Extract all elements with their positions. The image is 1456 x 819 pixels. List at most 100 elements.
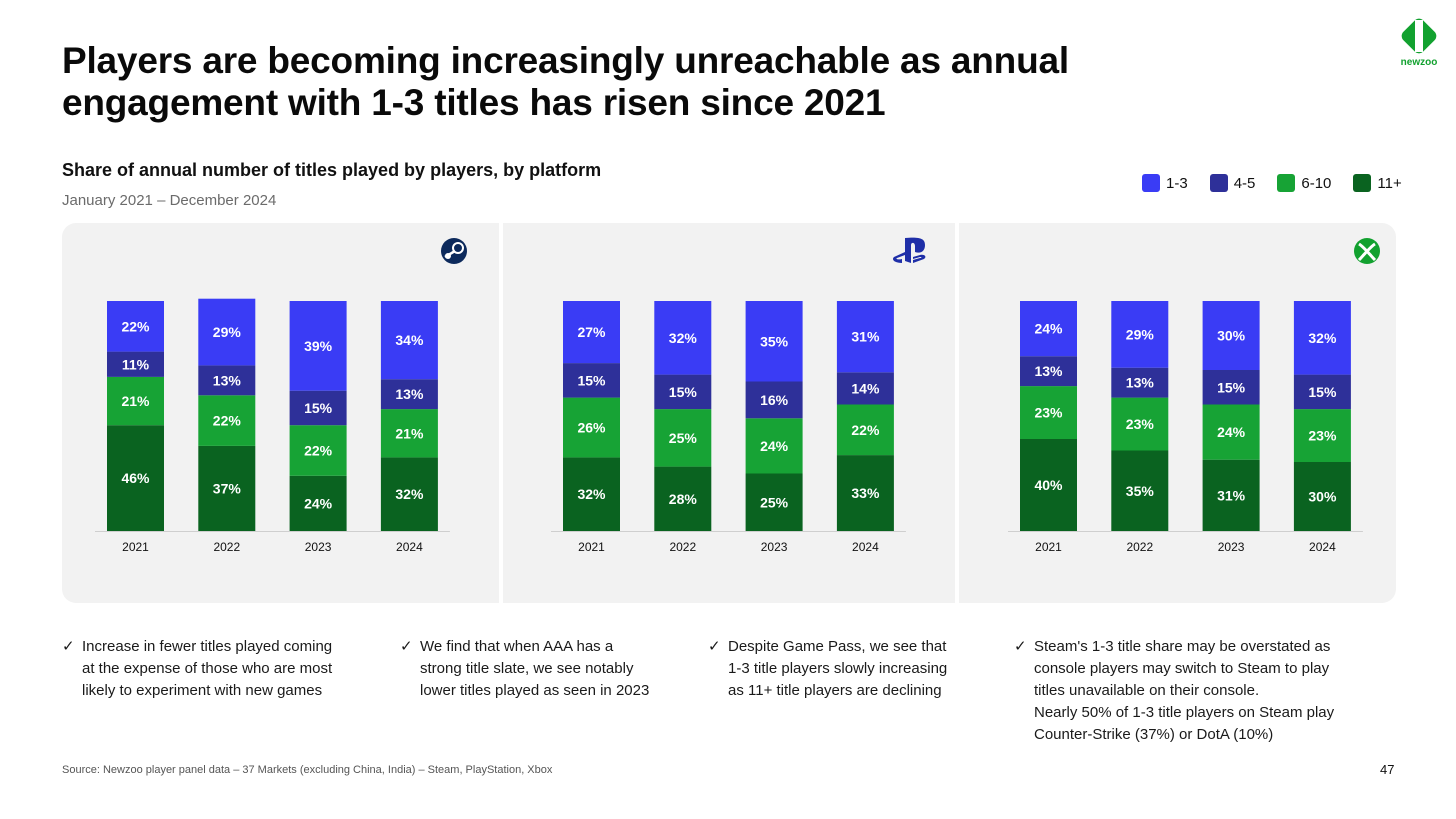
- data-label: 32%: [395, 486, 424, 502]
- data-label: 23%: [1034, 405, 1063, 421]
- checkmark-icon: ✓: [62, 638, 75, 655]
- x-tick-label: 2021: [122, 540, 149, 554]
- note-line: We find that when AAA has a: [420, 638, 614, 655]
- legend-swatch: [1277, 174, 1296, 192]
- data-label: 11%: [122, 356, 150, 372]
- bar-segment-6-10: [289, 425, 347, 476]
- x-tick-label: 2023: [761, 540, 788, 554]
- data-label: 40%: [1034, 477, 1063, 493]
- bar-segment-1-3: [1293, 301, 1351, 375]
- note-line: Despite Game Pass, we see that: [728, 638, 947, 655]
- x-tick-label: 2024: [396, 540, 423, 554]
- chart-subtitle: Share of annual number of titles played …: [62, 160, 602, 180]
- stacked-bar-chart: 32% 26% 15% 27% 2021 28% 25% 15% 32% 2022 25% 24% 16…: [551, 237, 926, 554]
- bar-segment-11+: [380, 457, 438, 531]
- note-item: ✓ We find that when AAA has a strong title…: [400, 636, 649, 702]
- bar-segment-6-10: [563, 397, 620, 458]
- bar-segment-6-10: [836, 404, 894, 456]
- page-number: 47: [1380, 762, 1395, 777]
- bar-segment-6-10: [1293, 409, 1351, 462]
- checkmark-icon: ✓: [1014, 638, 1027, 655]
- bar-segment-1-3: [1020, 301, 1077, 357]
- bar-segment-11+: [1202, 459, 1260, 531]
- note-line: Nearly 50% of 1-3 title players on Steam…: [1034, 704, 1335, 721]
- data-label: 25%: [760, 494, 789, 510]
- data-label: 13%: [1126, 375, 1155, 391]
- data-label: 28%: [669, 491, 698, 507]
- panel-divider: [499, 223, 503, 603]
- note-line: strong title slate, we see notably: [420, 660, 634, 677]
- data-label: 29%: [1126, 326, 1155, 342]
- newzoo-logo-icon: [1401, 18, 1437, 54]
- newzoo-logo-text: newzoo: [1400, 57, 1438, 68]
- data-label: 34%: [395, 332, 424, 348]
- bar-segment-1-3: [289, 301, 347, 391]
- x-tick-label: 2024: [1309, 540, 1336, 554]
- legend-item: 1-3: [1142, 174, 1188, 192]
- bar-segment-4-5: [654, 374, 712, 410]
- xbox-icon: [1354, 238, 1380, 264]
- data-label: 15%: [304, 400, 333, 416]
- data-label: 15%: [1308, 384, 1337, 400]
- charts-area: 46% 21% 11% 22% 2021 37% 22% 13% 29% 2022 24% 22% 15…: [95, 237, 1380, 554]
- page-title-line-1: Players are becoming increasingly unreac…: [62, 40, 1069, 81]
- data-label: 22%: [851, 422, 880, 438]
- note-text: Despite Game Pass, we see that 1-3 title …: [728, 636, 947, 702]
- data-label: 22%: [304, 443, 333, 459]
- bar-segment-11+: [198, 445, 256, 531]
- x-tick-label: 2024: [852, 540, 879, 554]
- bar-segment-11+: [107, 425, 164, 531]
- bar-segment-11+: [563, 457, 620, 531]
- data-label: 23%: [1308, 428, 1337, 444]
- data-label: 31%: [1217, 487, 1246, 503]
- bar-segment-1-3: [380, 301, 438, 380]
- bar-segment-6-10: [654, 409, 712, 467]
- note-line: 1-3 title players slowly increasing: [728, 660, 948, 677]
- note-line: lower titles played as seen in 2023: [420, 682, 650, 699]
- data-label: 22%: [121, 318, 150, 334]
- bar-segment-4-5: [836, 372, 894, 405]
- note-text: Steam's 1-3 title share may be overstate…: [1034, 636, 1334, 746]
- data-label: 30%: [1217, 328, 1246, 344]
- legend-label: 1-3: [1166, 174, 1188, 192]
- data-label: 22%: [213, 413, 242, 429]
- data-label: 33%: [851, 485, 880, 501]
- data-label: 35%: [1126, 483, 1155, 499]
- legend-item: 6-10: [1277, 174, 1331, 192]
- bar-segment-4-5: [289, 390, 347, 426]
- bar-segment-11+: [654, 466, 712, 531]
- playstation-icon-s-left: [892, 252, 905, 263]
- legend-swatch: [1209, 174, 1228, 192]
- data-label: 32%: [1308, 330, 1337, 346]
- bar-segment-4-5: [1111, 367, 1169, 398]
- bar-segment-6-10: [380, 409, 438, 458]
- bar-segment-11+: [1111, 450, 1169, 531]
- note-line: as 11+ title players are declining: [728, 682, 942, 699]
- checkmark-icon: ✓: [400, 638, 413, 655]
- note-line: console players may switch to Steam to p…: [1034, 660, 1330, 677]
- bar-segment-1-3: [745, 301, 803, 382]
- data-label: 21%: [121, 393, 150, 409]
- page-title: Players are becoming increasingly unreac…: [62, 40, 1212, 124]
- note-item: ✓ Despite Game Pass, we see that 1-3 title…: [708, 636, 947, 702]
- note-line: Counter-Strike (37%) or DotA (10%): [1034, 726, 1274, 743]
- data-label: 35%: [760, 333, 789, 349]
- data-label: 26%: [577, 420, 606, 436]
- chart-panel-background: [62, 223, 1396, 603]
- stacked-bar-chart: 46% 21% 11% 22% 2021 37% 22% 13% 29% 2022 24% 22% 15…: [95, 238, 467, 554]
- data-label: 39%: [304, 338, 333, 354]
- bar-segment-1-3: [654, 301, 712, 375]
- page-title-line-2: engagement with 1-3 titles has risen sin…: [62, 82, 886, 123]
- data-label: 37%: [213, 480, 242, 496]
- x-tick-label: 2022: [1126, 540, 1153, 554]
- bar-segment-6-10: [107, 376, 164, 426]
- data-label: 14%: [851, 380, 880, 396]
- bar-segment-4-5: [1293, 374, 1351, 410]
- date-range: January 2021 – December 2024: [62, 192, 277, 209]
- bar-segment-1-3: [198, 298, 256, 366]
- legend-label: 11+: [1377, 174, 1402, 192]
- data-label: 13%: [1034, 363, 1063, 379]
- x-tick-label: 2022: [669, 540, 696, 554]
- bar-segment-4-5: [198, 365, 256, 396]
- bar-segment-1-3: [563, 301, 620, 364]
